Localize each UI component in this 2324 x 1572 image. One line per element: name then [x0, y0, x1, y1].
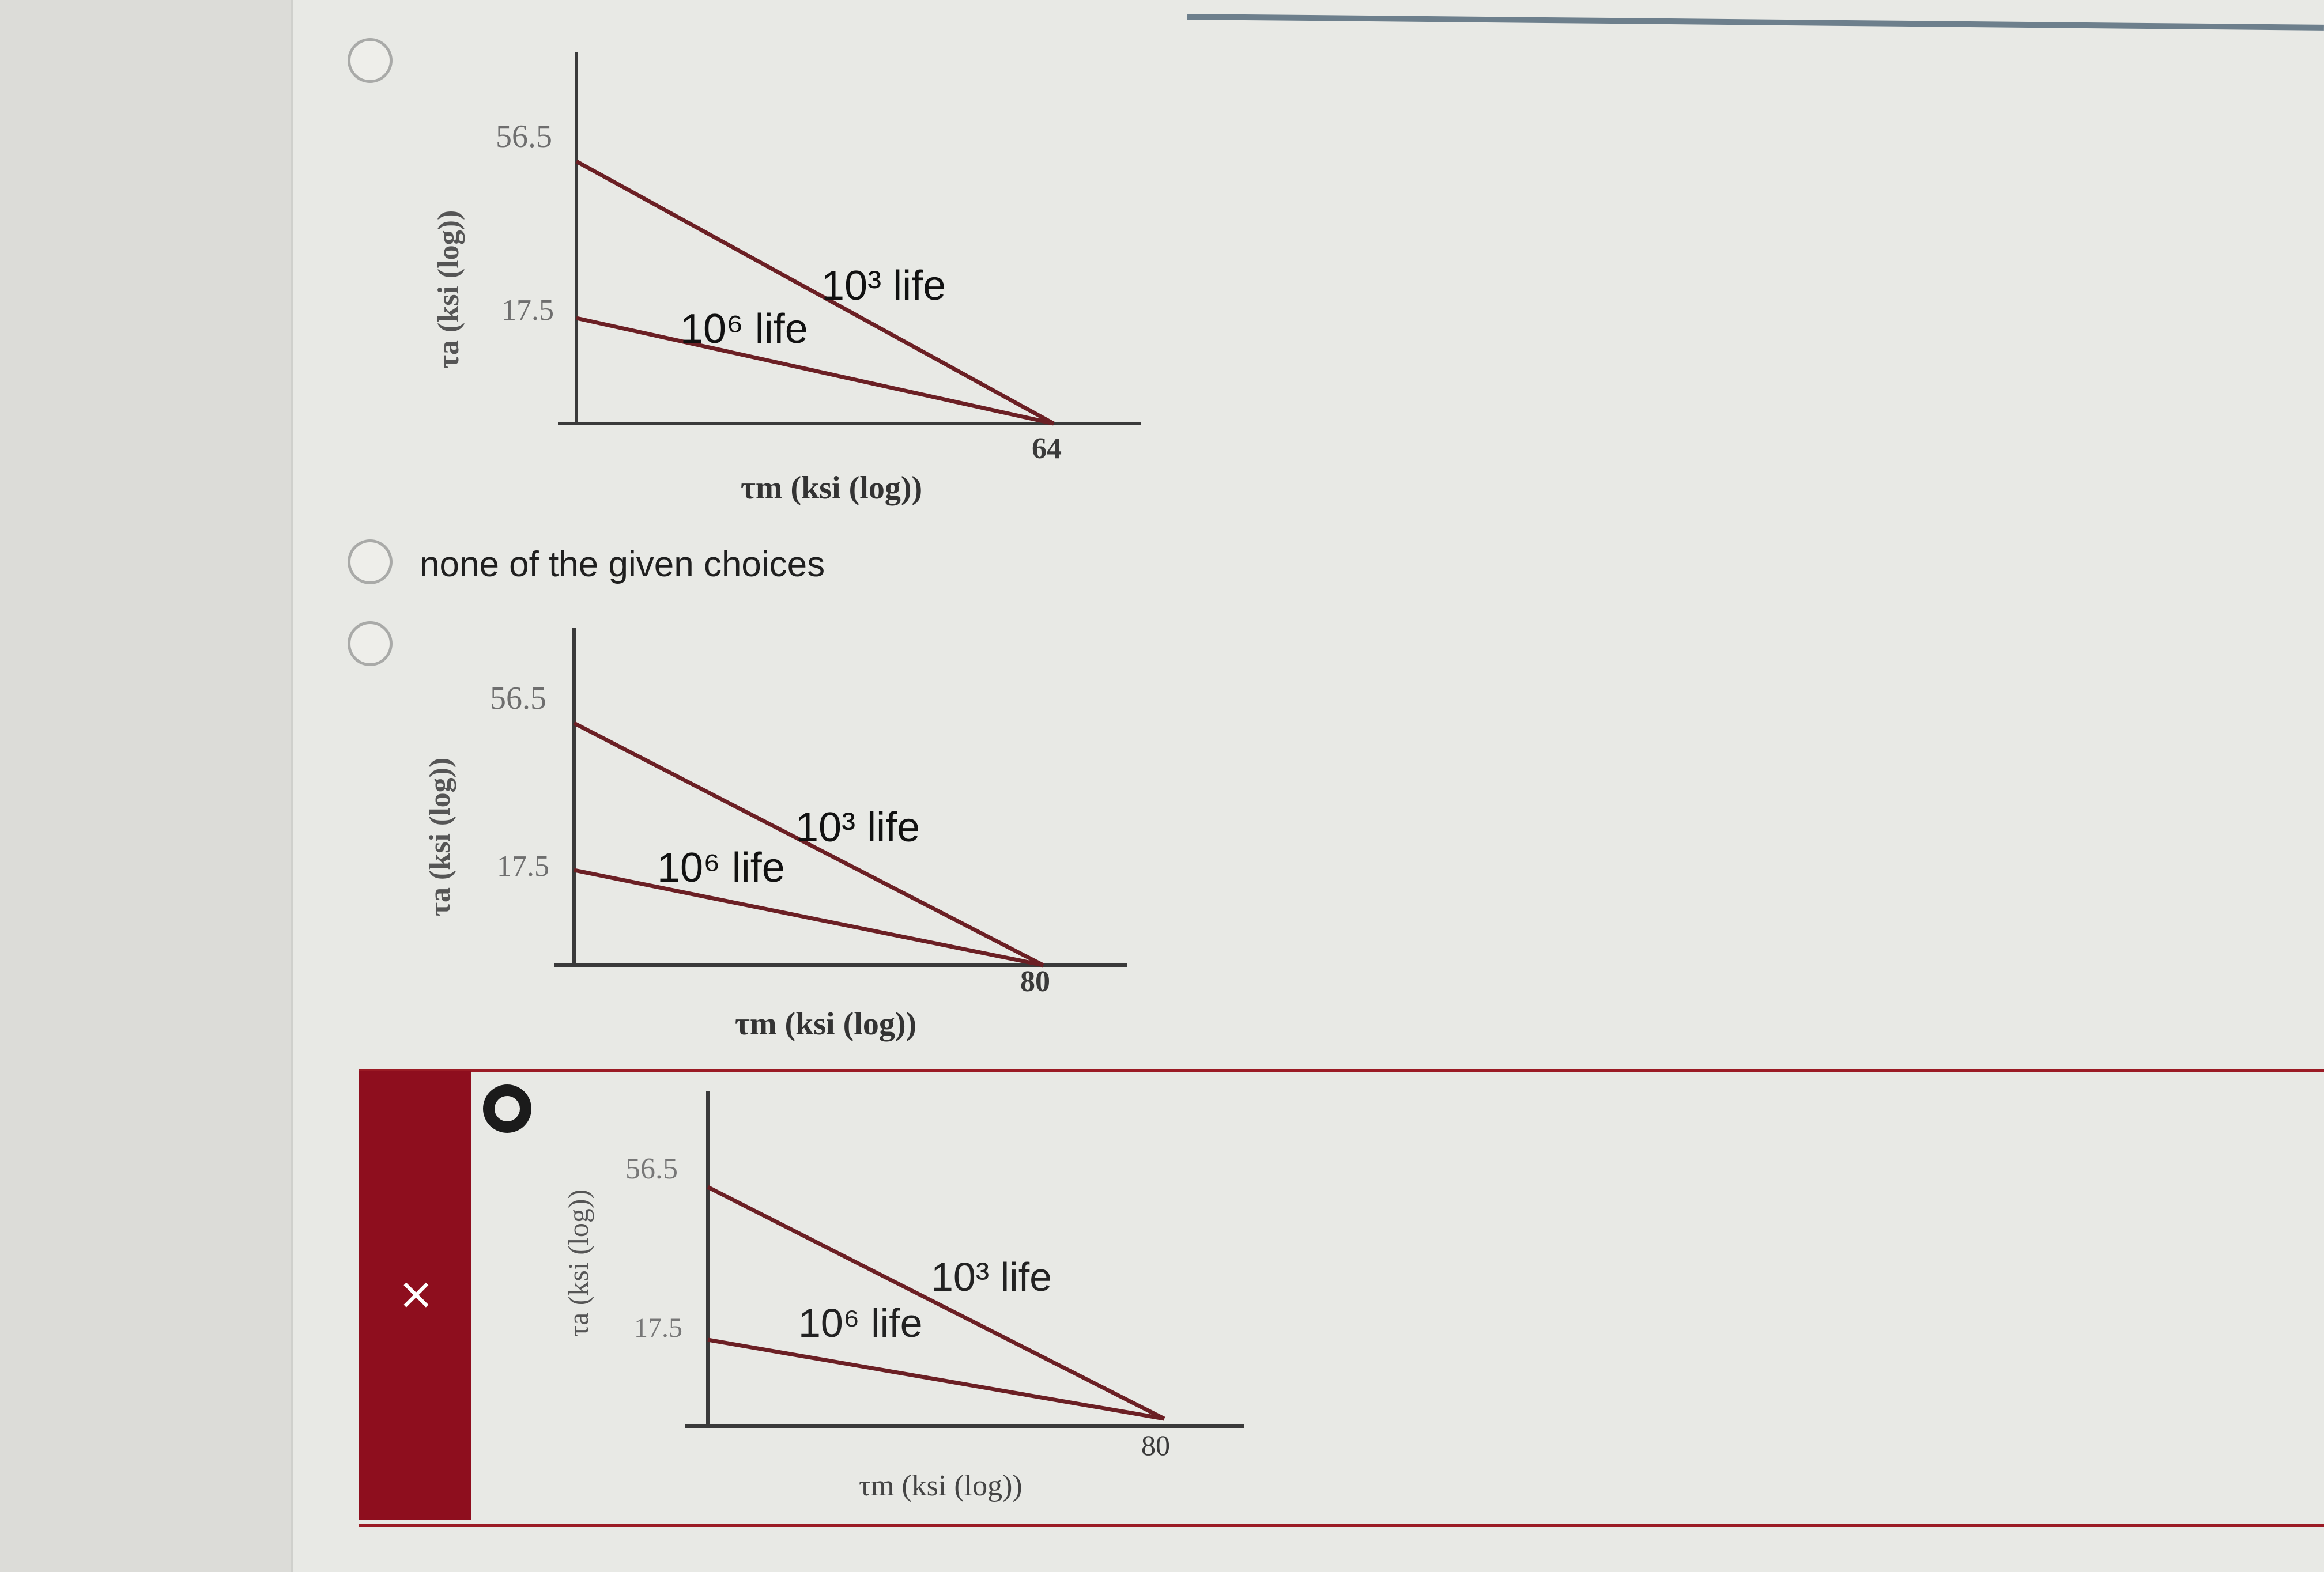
- radio-choice-a[interactable]: [348, 38, 393, 83]
- y-tick-label: 17.5: [501, 294, 554, 327]
- series-label: 10³ life: [931, 1254, 1052, 1299]
- series-label: 10⁶ life: [798, 1301, 923, 1346]
- series-label: 10³ life: [821, 263, 946, 309]
- x-tick-label: 80: [1020, 965, 1050, 998]
- choice-c-chart: 56.5 17.5 80 10³ life 10⁶ life τm (ksi (…: [403, 622, 1210, 1063]
- incorrect-answer-frame: [359, 1069, 2324, 1527]
- question-content-area: [293, 0, 2324, 1572]
- y-axis-label: τa (ksi (log)): [424, 758, 456, 916]
- series-line-10-6-life: [707, 1337, 1165, 1421]
- y-tick-label: 17.5: [634, 1313, 682, 1343]
- y-tick-label: 56.5: [625, 1152, 678, 1185]
- left-sidebar: [0, 0, 293, 1572]
- series-line-10-6-life: [574, 868, 1044, 968]
- series-label: 10⁶ life: [680, 306, 808, 352]
- y-tick-label: 56.5: [496, 119, 552, 154]
- series-line-10-3-life: [575, 159, 1055, 426]
- choice-b-label[interactable]: none of the given choices: [420, 545, 825, 584]
- y-tick-label: 17.5: [497, 850, 549, 883]
- choice-c-svg: 56.5 17.5 80 10³ life 10⁶ life τm (ksi (…: [424, 628, 1127, 1042]
- choice-d-chart: 56.5 17.5 80 10³ life 10⁶ life τm (ksi (…: [536, 1083, 1343, 1524]
- y-tick-label: 56.5: [490, 681, 546, 716]
- x-axis-label: τm (ksi (log)): [859, 1469, 1023, 1502]
- radio-choice-d[interactable]: [483, 1084, 531, 1133]
- series-line-10-6-life: [576, 316, 1054, 426]
- x-axis-label: τm (ksi (log)): [735, 1006, 916, 1042]
- incorrect-x-icon: ×: [398, 1268, 435, 1319]
- x-tick-label: 64: [1032, 432, 1062, 465]
- series-label: 10³ life: [795, 804, 920, 851]
- x-axis-label: τm (ksi (log)): [741, 470, 922, 506]
- y-axis-label: τa (ksi (log)): [562, 1189, 594, 1337]
- x-tick-label: 80: [1141, 1429, 1170, 1461]
- radio-choice-b[interactable]: [348, 539, 393, 584]
- series-label: 10⁶ life: [657, 845, 785, 891]
- radio-choice-c[interactable]: [348, 621, 393, 666]
- choice-a-chart: 56.5 17.5 64 10³ life 10⁶ life τm (ksi (…: [403, 46, 1210, 533]
- incorrect-indicator-bar: [359, 1071, 471, 1520]
- series-line-10-3-life: [573, 721, 1044, 968]
- choice-a-svg: 56.5 17.5 64 10³ life 10⁶ life τm (ksi (…: [432, 52, 1141, 506]
- series-line-10-3-life: [707, 1185, 1165, 1421]
- y-axis-label: τa (ksi (log)): [432, 210, 465, 369]
- choice-d-svg: 56.5 17.5 80 10³ life 10⁶ life τm (ksi (…: [562, 1091, 1244, 1502]
